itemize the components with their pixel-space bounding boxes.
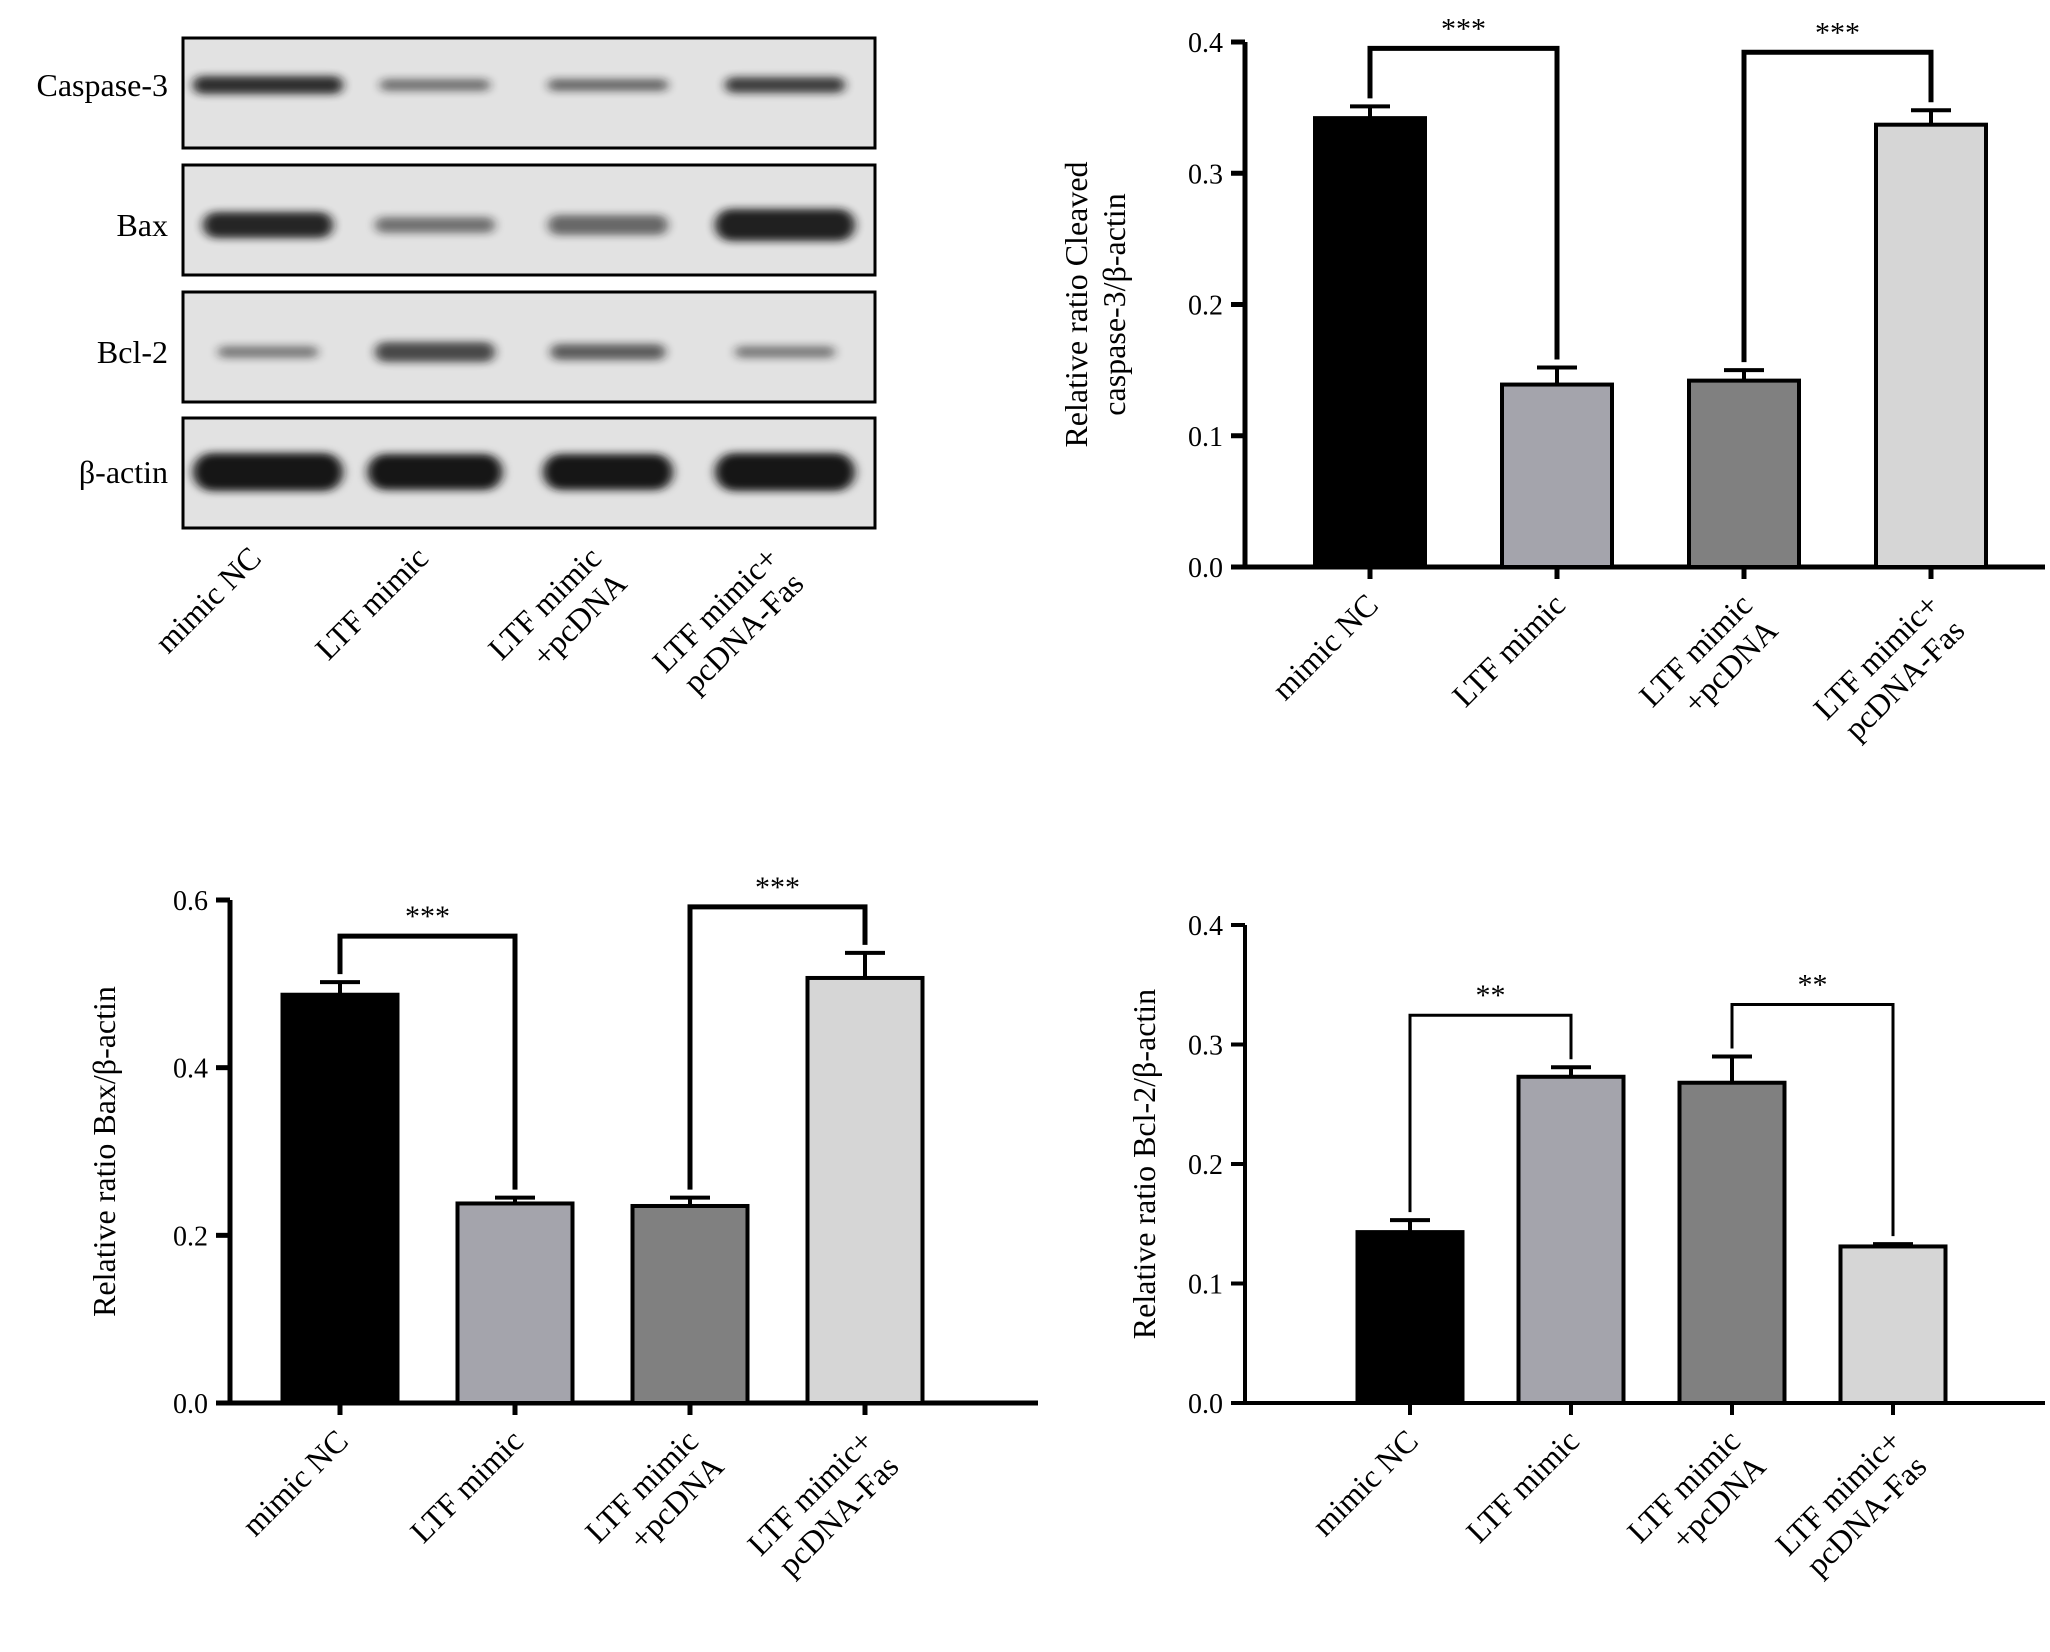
- bax-bar-chart: 0.0 0.2 0.4 0.6 Relative ratio Bax/β-actin mi…: [86, 871, 1038, 1587]
- significance-label: ***: [1815, 16, 1860, 49]
- blot-band: [550, 344, 666, 360]
- x-tick-label: LTF mimic+pcDNA: [578, 1422, 731, 1575]
- blot-band: [548, 79, 668, 91]
- x-tick-label: LTF mimic: [1445, 586, 1572, 713]
- blot-lane-label: LTF mimic+pcDNA-Fas: [645, 539, 810, 704]
- y-axis-label: Relative ratio Bax/β-actin: [86, 986, 122, 1317]
- blot-band: [715, 453, 855, 491]
- bar-ltf-mimic: [1500, 382, 1614, 569]
- y-axis-label: Relative ratio Cleavedcaspase-3/β-actin: [1058, 161, 1132, 447]
- y-tick-label: 0.6: [173, 886, 208, 917]
- x-tick-label: mimic NC: [1305, 1422, 1425, 1542]
- blot-band: [193, 453, 343, 491]
- blot-band: [218, 346, 318, 358]
- significance-bracket: ***: [687, 871, 868, 1190]
- bar-mimic-nc: [1313, 116, 1427, 569]
- y-tick-label: 0.0: [173, 1389, 208, 1420]
- blot-strip-bax: [181, 163, 877, 277]
- caspase3-bar-chart: 0.0 0.1 0.2 0.3 0.4 Relative ratio Cleavedcas…: [1058, 12, 2045, 751]
- x-tick-label: mimic NC: [235, 1422, 355, 1542]
- significance-bracket: **: [1408, 979, 1573, 1213]
- x-tick-label: LTF mimic+pcDNA-Fas: [740, 1422, 905, 1587]
- y-tick-label: 0.1: [1188, 1270, 1223, 1301]
- blot-band: [367, 454, 503, 490]
- y-tick-label: 0.4: [173, 1054, 208, 1085]
- y-tick-label: 0.1: [1188, 422, 1223, 453]
- x-tick-label: LTF mimic: [403, 1422, 530, 1549]
- significance-bracket: ***: [1367, 12, 1560, 360]
- bar-ltf-mimic-pcdna-fas: [1874, 122, 1988, 569]
- blot-band: [375, 217, 495, 233]
- y-tick-label: 0.4: [1188, 911, 1223, 942]
- blot-strip-actin: [181, 416, 877, 530]
- blot-band: [543, 454, 673, 490]
- blot-lane-label: mimic NC: [148, 539, 268, 659]
- bar-ltf-mimic-pcdna-fas: [1838, 1244, 1948, 1405]
- bar-ltf-mimic-pcdna: [630, 1203, 750, 1405]
- significance-label: ***: [755, 871, 800, 904]
- blot-band: [548, 215, 668, 235]
- blot-label-actin: β-actin: [79, 454, 168, 490]
- x-tick-label: mimic NC: [1265, 586, 1385, 706]
- bar-mimic-nc: [1355, 1230, 1465, 1405]
- significance-label: **: [1476, 979, 1506, 1012]
- blot-band: [715, 209, 855, 241]
- y-tick-label: 0.2: [1188, 1150, 1223, 1181]
- blot-strip-caspase-3: [181, 36, 877, 150]
- y-tick-label: 0.0: [1188, 1389, 1223, 1420]
- blot-label-bax: Bax: [116, 207, 168, 243]
- bar-ltf-mimic-pcdna: [1687, 378, 1801, 569]
- y-axis-label: Relative ratio Bcl-2/β-actin: [1126, 989, 1162, 1339]
- bar-ltf-mimic: [1516, 1074, 1626, 1405]
- significance-label: ***: [405, 900, 450, 933]
- y-tick-label: 0.2: [173, 1221, 208, 1252]
- x-tick-label: LTF mimic+pcDNA-Fas: [1768, 1422, 1933, 1587]
- significance-bracket: **: [1730, 968, 1895, 1237]
- significance-bracket: ***: [1741, 16, 1934, 363]
- blot-lane-label: LTF mimic+pcDNA: [481, 539, 634, 692]
- y-tick-label: 0.2: [1188, 291, 1223, 322]
- significance-label: ***: [1441, 12, 1486, 45]
- bcl2-bar-chart: 0.0 0.1 0.2 0.3 0.4 Relative ratio Bcl-2/β-ac…: [1126, 911, 2045, 1587]
- blot-label-bcl-2: Bcl-2: [97, 334, 168, 370]
- blot-band: [375, 342, 495, 362]
- blot-band: [193, 76, 343, 94]
- blot-band: [725, 77, 845, 93]
- bar-mimic-nc: [280, 992, 400, 1406]
- x-tick-label: LTF mimic+pcDNA: [1632, 586, 1785, 739]
- western-blot-panel: Caspase-3 Bax Bcl-2 β-actin mimic NC LTF mim…: [36, 36, 877, 704]
- blot-label-caspase-3: Caspase-3: [36, 67, 168, 103]
- significance-bracket: ***: [337, 900, 518, 1190]
- bar-ltf-mimic: [455, 1201, 575, 1405]
- blot-band: [203, 212, 333, 238]
- bar-ltf-mimic-pcdna-fas: [805, 975, 925, 1405]
- bar-ltf-mimic-pcdna: [1677, 1080, 1787, 1406]
- y-tick-label: 0.3: [1188, 159, 1223, 190]
- y-tick-label: 0.0: [1188, 553, 1223, 584]
- blot-lane-label: LTF mimic: [308, 539, 435, 666]
- significance-label: **: [1798, 968, 1828, 1001]
- blot-strip-bcl-2: [181, 290, 877, 404]
- blot-band: [380, 79, 490, 91]
- x-tick-label: LTF mimic: [1459, 1422, 1586, 1549]
- x-tick-label: LTF mimic+pcDNA-Fas: [1806, 586, 1971, 751]
- y-tick-label: 0.4: [1188, 28, 1223, 59]
- blot-band: [735, 346, 835, 358]
- y-tick-label: 0.3: [1188, 1031, 1223, 1062]
- x-tick-label: LTF mimic+pcDNA: [1620, 1422, 1773, 1575]
